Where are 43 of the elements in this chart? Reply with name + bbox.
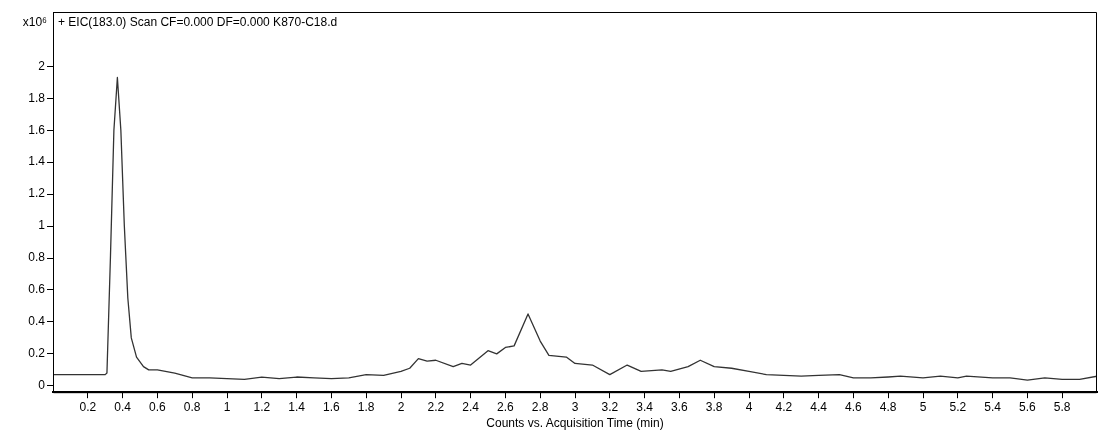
x-tick-label: 1.2 bbox=[253, 399, 271, 414]
x-tick-label: 1 bbox=[223, 399, 231, 414]
y-tick-label: 1.8 bbox=[28, 90, 46, 105]
x-tick-label: 5 bbox=[919, 399, 927, 414]
x-tick-label: 4.2 bbox=[775, 399, 793, 414]
x-tick-label: 3 bbox=[571, 399, 579, 414]
x-tick-label: 3.4 bbox=[636, 399, 654, 414]
x-tick-label: 4.6 bbox=[845, 399, 863, 414]
x-tick-label: 4.4 bbox=[810, 399, 828, 414]
x-tick-label: 5.4 bbox=[984, 399, 1002, 414]
y-tick-label: 1.4 bbox=[28, 154, 46, 169]
chart-title: + EIC(183.0) Scan CF=0.000 DF=0.000 K870-C18.d bbox=[58, 15, 338, 30]
x-tick-label: 2 bbox=[397, 399, 405, 414]
x-tick-label: 4.8 bbox=[879, 399, 897, 414]
x-tick-label: 0.4 bbox=[114, 399, 132, 414]
y-tick-label: 1.2 bbox=[28, 186, 46, 201]
x-tick-label: 1.6 bbox=[323, 399, 341, 414]
x-tick-label: 2.8 bbox=[531, 399, 549, 414]
y-tick-label: 2 bbox=[38, 58, 46, 73]
x-tick-label: 3.2 bbox=[601, 399, 619, 414]
x-axis-title: Counts vs. Acquisition Time (min) bbox=[486, 416, 664, 431]
x-tick-label: 5.8 bbox=[1053, 399, 1071, 414]
y-tick-label: 1 bbox=[38, 218, 46, 233]
y-tick-label: 0.8 bbox=[28, 250, 46, 265]
x-tick-label: 1.8 bbox=[357, 399, 375, 414]
x-tick-label: 0.2 bbox=[79, 399, 97, 414]
y-tick-label: 0.6 bbox=[28, 282, 46, 297]
y-axis-title: x10⁶ bbox=[22, 15, 48, 30]
y-tick-label: 0 bbox=[38, 378, 46, 393]
y-tick-label: 0.4 bbox=[28, 314, 46, 329]
x-tick-label: 0.6 bbox=[149, 399, 167, 414]
x-tick-label: 2.2 bbox=[427, 399, 445, 414]
x-tick-label: 5.2 bbox=[949, 399, 967, 414]
x-tick-label: 2.4 bbox=[462, 399, 480, 414]
y-tick-label: 0.2 bbox=[28, 346, 46, 361]
x-tick-label: 0.8 bbox=[183, 399, 201, 414]
x-tick-label: 1.4 bbox=[288, 399, 306, 414]
x-tick-label: 3.8 bbox=[705, 399, 723, 414]
x-tick-label: 3.6 bbox=[671, 399, 689, 414]
y-tick-label: 1.6 bbox=[28, 122, 46, 137]
x-tick-label: 5.6 bbox=[1019, 399, 1037, 414]
x-tick-label: 4 bbox=[745, 399, 753, 414]
x-tick-label: 2.6 bbox=[497, 399, 515, 414]
